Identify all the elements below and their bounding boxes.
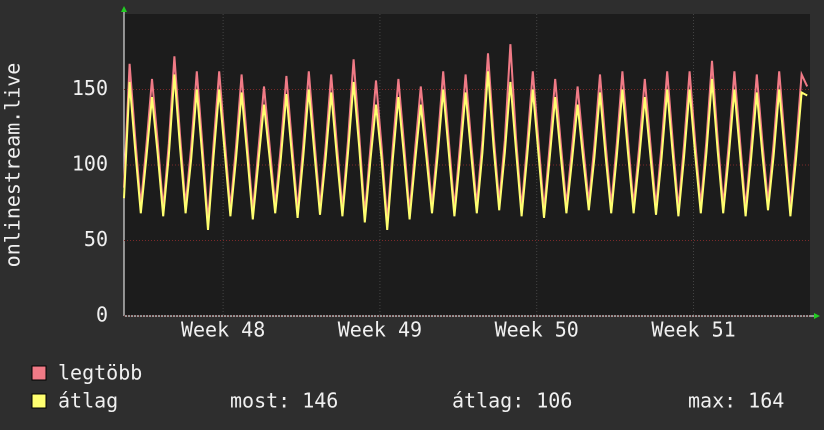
stat-label: átlag: [452,389,524,413]
x-tick-label: Week 51 [651,318,735,342]
legend-swatch [31,365,47,381]
stat-label: most: [230,389,290,413]
y-tick-label: 100 [72,152,108,176]
y-tick-label: 50 [84,227,108,251]
y-tick-label: 150 [72,76,108,100]
legend-swatch [31,393,47,409]
stat-value: 164 [748,389,784,413]
legend-label: legtöbb [58,361,142,385]
stat-label: max: [688,389,736,413]
legend-label: átlag [58,389,118,413]
y-axis-label: onlinestream.live [1,63,25,268]
y-arrow [121,6,127,12]
series-line [123,71,808,231]
x-tick-label: Week 48 [181,318,265,342]
stat-value: 146 [302,389,338,413]
x-tick-label: Week 50 [495,318,579,342]
series-line [123,44,809,223]
stat-value: 106 [536,389,572,413]
y-tick-label: 0 [96,303,108,327]
x-tick-label: Week 49 [338,318,422,342]
x-arrow [814,313,820,319]
